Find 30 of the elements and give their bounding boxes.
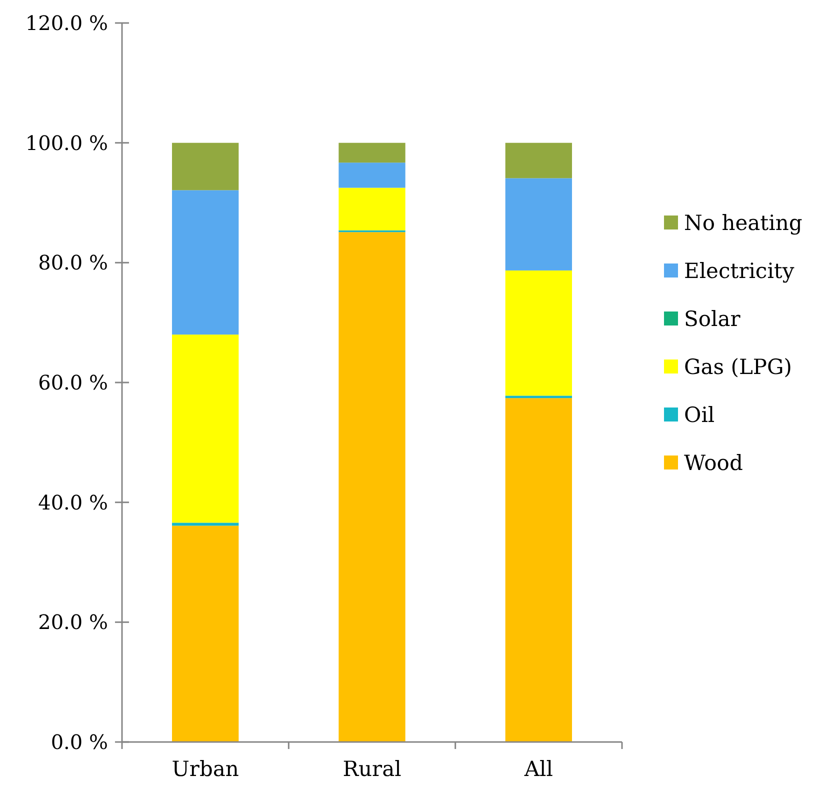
y-tick-label: 120.0 % — [25, 11, 108, 35]
legend-label: Solar — [684, 306, 742, 331]
y-tick-label: 0.0 % — [50, 730, 108, 754]
legend-label: Wood — [684, 450, 743, 475]
bar — [505, 178, 572, 270]
y-tick-label: 20.0 % — [38, 610, 108, 634]
x-tick-label: Urban — [172, 757, 239, 781]
bar — [505, 396, 572, 398]
bar — [505, 270, 572, 396]
legend-label: No heating — [684, 210, 802, 235]
y-tick-label: 100.0 % — [25, 130, 108, 155]
bar — [338, 232, 406, 742]
legend-label: Oil — [684, 402, 715, 427]
bar — [505, 398, 572, 742]
bar — [338, 162, 406, 188]
bar — [505, 142, 572, 178]
bar — [172, 190, 239, 335]
bar — [338, 142, 406, 163]
y-tick-label: 80.0 % — [38, 250, 108, 275]
bar — [338, 188, 406, 230]
bar — [172, 522, 239, 526]
legend-label: Gas (LPG) — [684, 354, 792, 379]
legend-label: Electricity — [684, 258, 794, 283]
x-tick-label: All — [523, 757, 554, 781]
y-tick-label: 40.0 % — [38, 490, 108, 514]
y-tick-label: 60.0 % — [38, 370, 108, 394]
bar — [172, 526, 239, 742]
bar — [172, 142, 239, 190]
bar — [172, 334, 239, 523]
x-tick-label: Rural — [342, 757, 402, 781]
